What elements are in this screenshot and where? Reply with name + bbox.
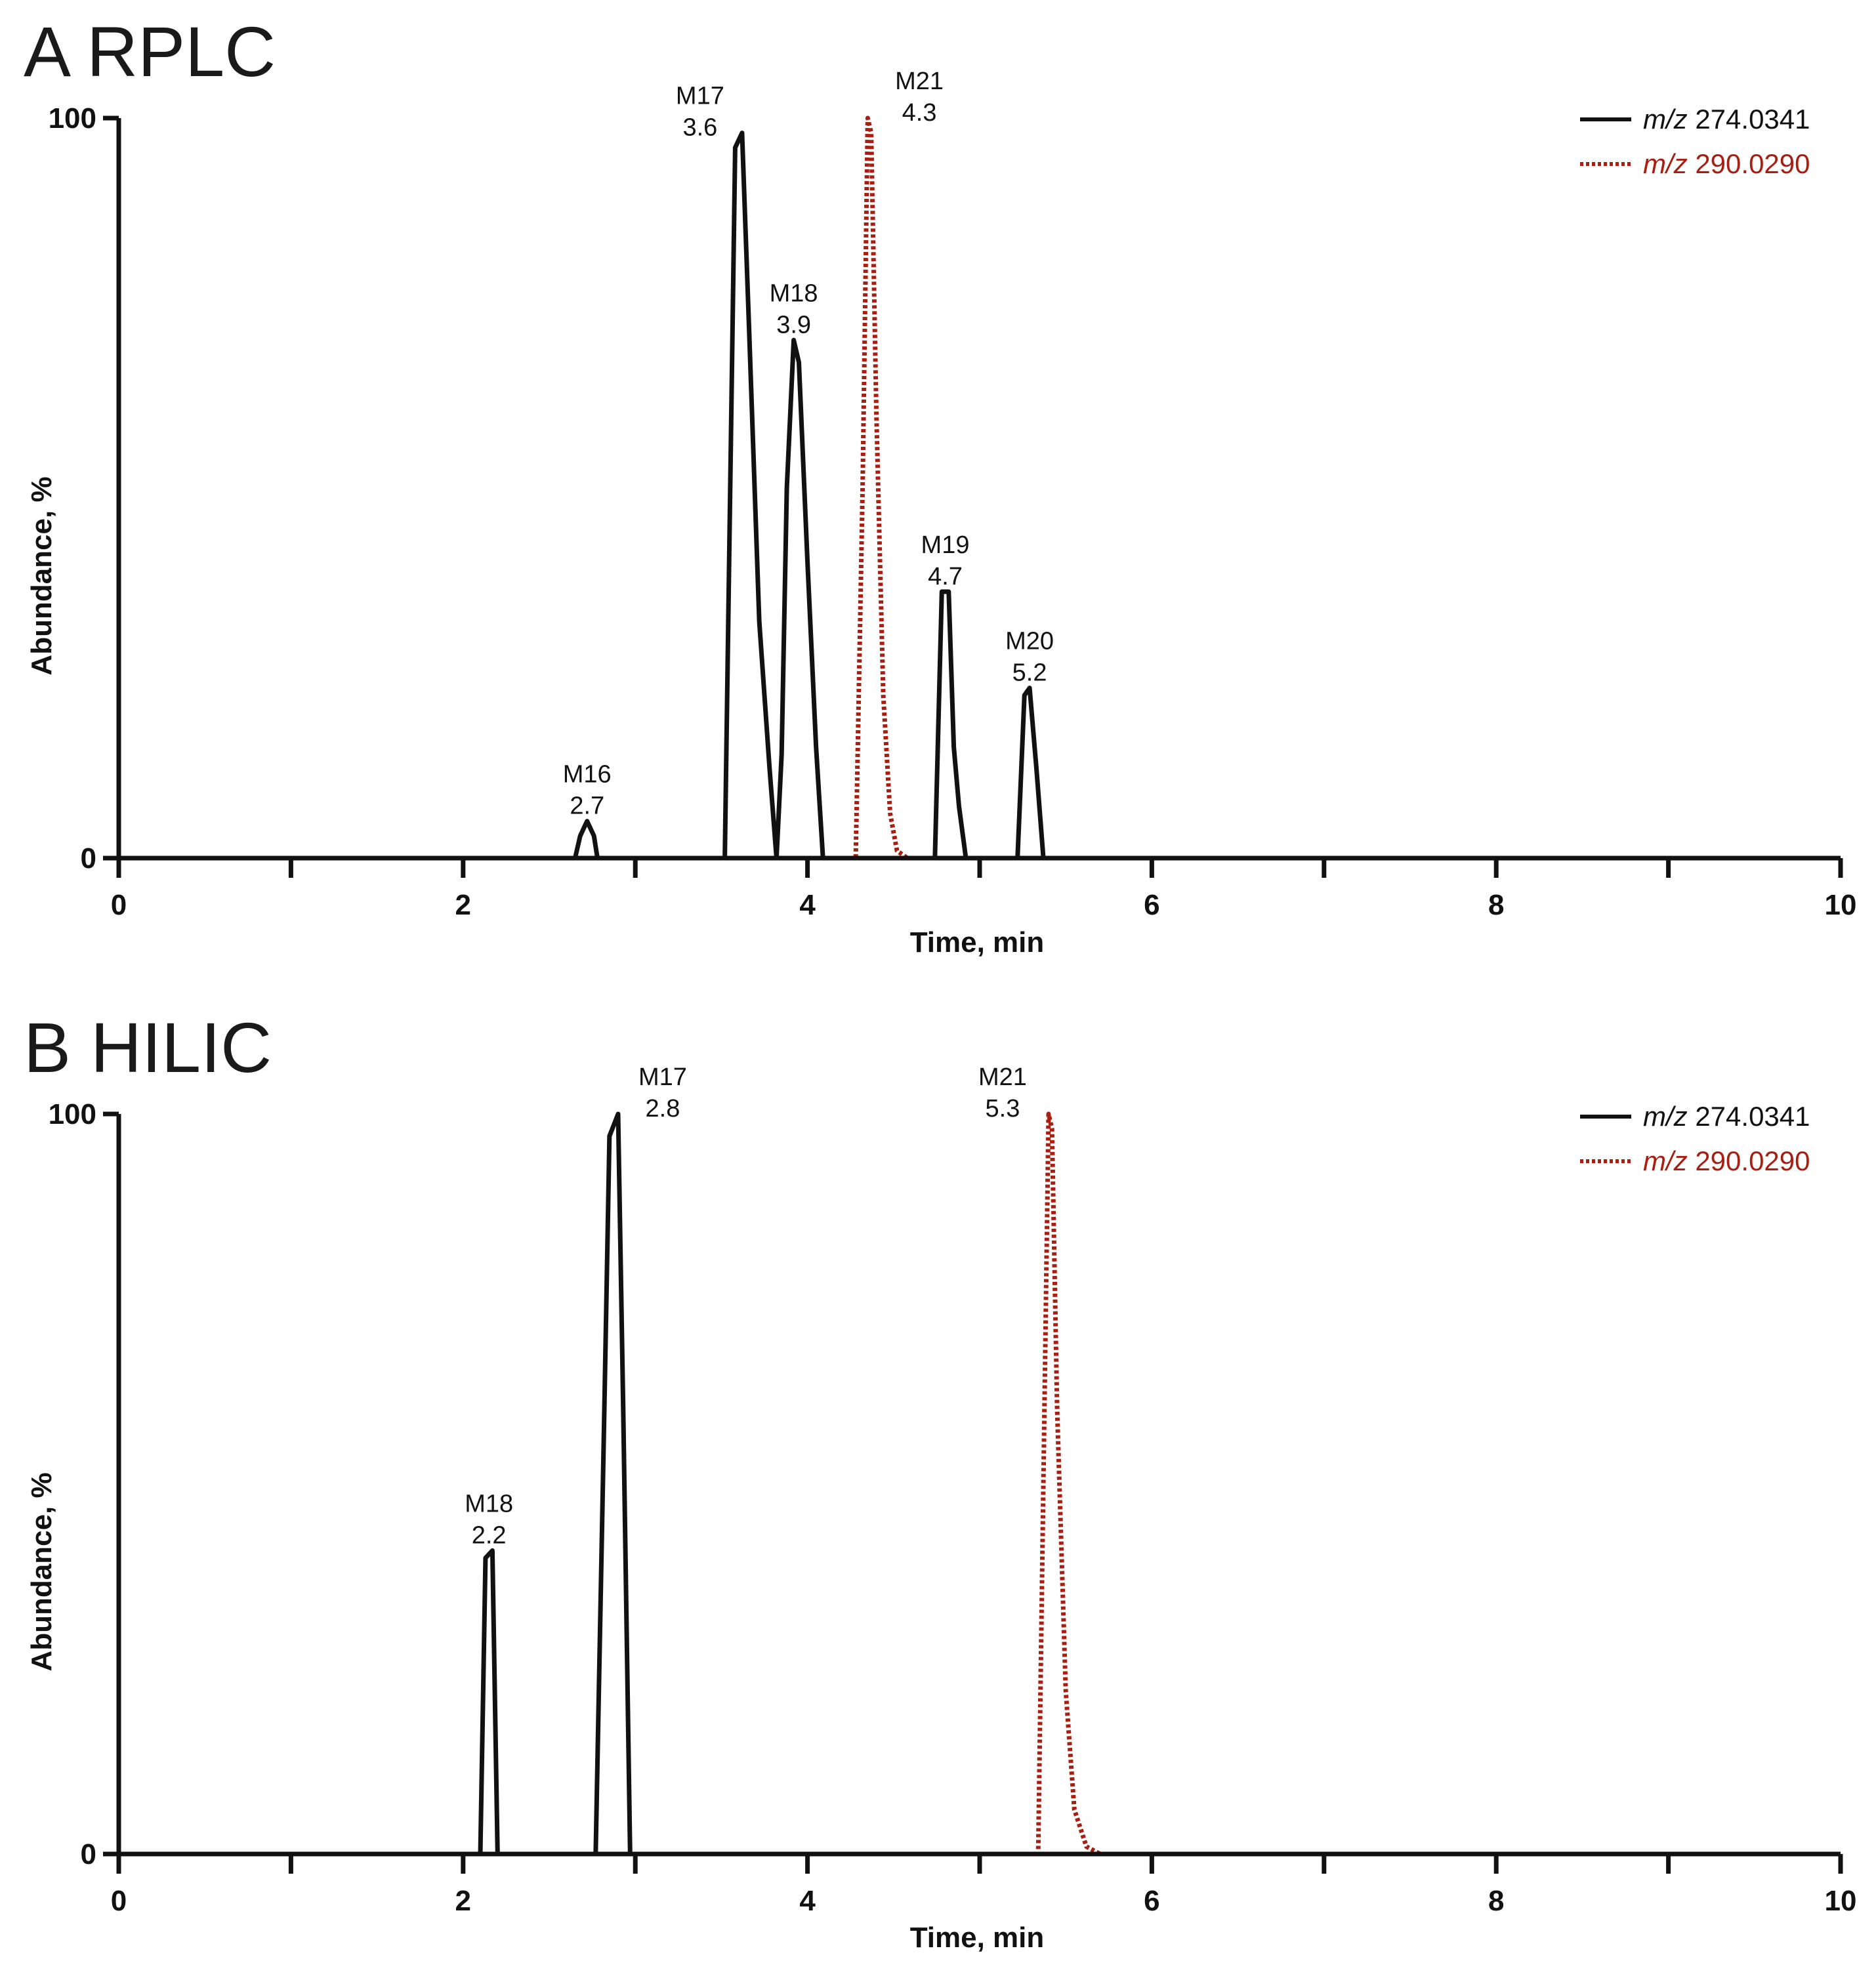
x-tick-label: 10 [1825,889,1857,921]
panel-title: A RPLC [24,12,276,91]
legend-value: 274.0341 [1688,1101,1810,1132]
peak-rt: 3.9 [776,311,811,339]
legend-value: 290.0290 [1688,148,1810,179]
peak-rt: 2.2 [472,1522,507,1550]
peak-rt: 5.2 [1012,659,1047,687]
x-tick-label: 6 [1144,1885,1159,1917]
peak-rt: 5.3 [986,1095,1020,1123]
x-tick-label: 4 [799,889,816,921]
peak-name: M17 [638,1063,687,1091]
legend-value: 290.0290 [1688,1145,1810,1176]
series-mz-274-line [119,1111,1841,1857]
y-axis-title: Abundance, % [26,1472,58,1671]
series-mz-290-line [850,115,909,861]
peak-name: M16 [563,761,612,789]
x-tick-label: 10 [1825,1885,1857,1917]
peak-name: M18 [465,1491,513,1518]
y-tick-label: 100 [49,102,96,134]
peak-name: M18 [770,279,818,307]
legend-prefix: m/z [1643,104,1688,134]
x-tick-label: 8 [1488,889,1504,921]
panel-a-rplc: A RPLC 0 100 0 2 4 6 8 10 Time, min Abundance, % M1… [24,12,1856,958]
y-axis-title: Abundance, % [26,476,58,675]
peak-rt: 3.6 [682,114,717,142]
peak-name: M21 [895,68,944,95]
y-tick-label: 100 [49,1098,96,1130]
x-tick-label: 8 [1488,1885,1504,1917]
y-tick-label: 0 [81,1838,96,1870]
legend-entry: m/z 274.0341 [1580,1101,1810,1132]
x-tick-label: 2 [455,1885,471,1917]
x-axis-title: Time, min [910,926,1045,958]
x-tick-label: 0 [111,889,127,921]
peak-name: M19 [921,531,970,559]
panel-title: B HILIC [24,1008,272,1087]
peak-name: M21 [978,1063,1027,1091]
legend-entry: m/z 290.0290 [1580,148,1810,179]
legend-value: 274.0341 [1688,104,1810,134]
legend-prefix: m/z [1643,1101,1688,1132]
y-tick-label: 0 [81,842,96,875]
x-tick-label: 2 [455,889,471,921]
legend-prefix: m/z [1643,148,1688,179]
legend-label: m/z 290.0290 [1643,148,1810,179]
x-axis-title: Time, min [910,1922,1045,1954]
peak-rt: 4.7 [928,563,963,590]
x-tick-label: 4 [799,1885,816,1917]
legend-entry: m/z 274.0341 [1580,104,1810,134]
peak-rt: 2.8 [646,1095,680,1123]
peak-rt: 4.3 [902,99,937,127]
series-mz-274-line [119,131,1841,861]
peak-name: M20 [1005,628,1054,655]
x-tick-label: 0 [111,1885,127,1917]
legend-label: m/z 274.0341 [1643,104,1810,134]
legend-entry: m/z 290.0290 [1580,1145,1810,1176]
peak-rt: 2.7 [570,793,604,820]
peak-name: M17 [676,83,724,110]
panel-b-hilic: B HILIC 0 100 0 2 4 6 8 10 Time, min Abundance, % M… [24,1008,1856,1954]
series-mz-290-line [1031,1111,1102,1857]
legend-label: m/z 290.0290 [1643,1145,1810,1176]
x-tick-label: 6 [1144,889,1159,921]
legend-prefix: m/z [1643,1145,1688,1176]
legend-label: m/z 274.0341 [1643,1101,1810,1132]
